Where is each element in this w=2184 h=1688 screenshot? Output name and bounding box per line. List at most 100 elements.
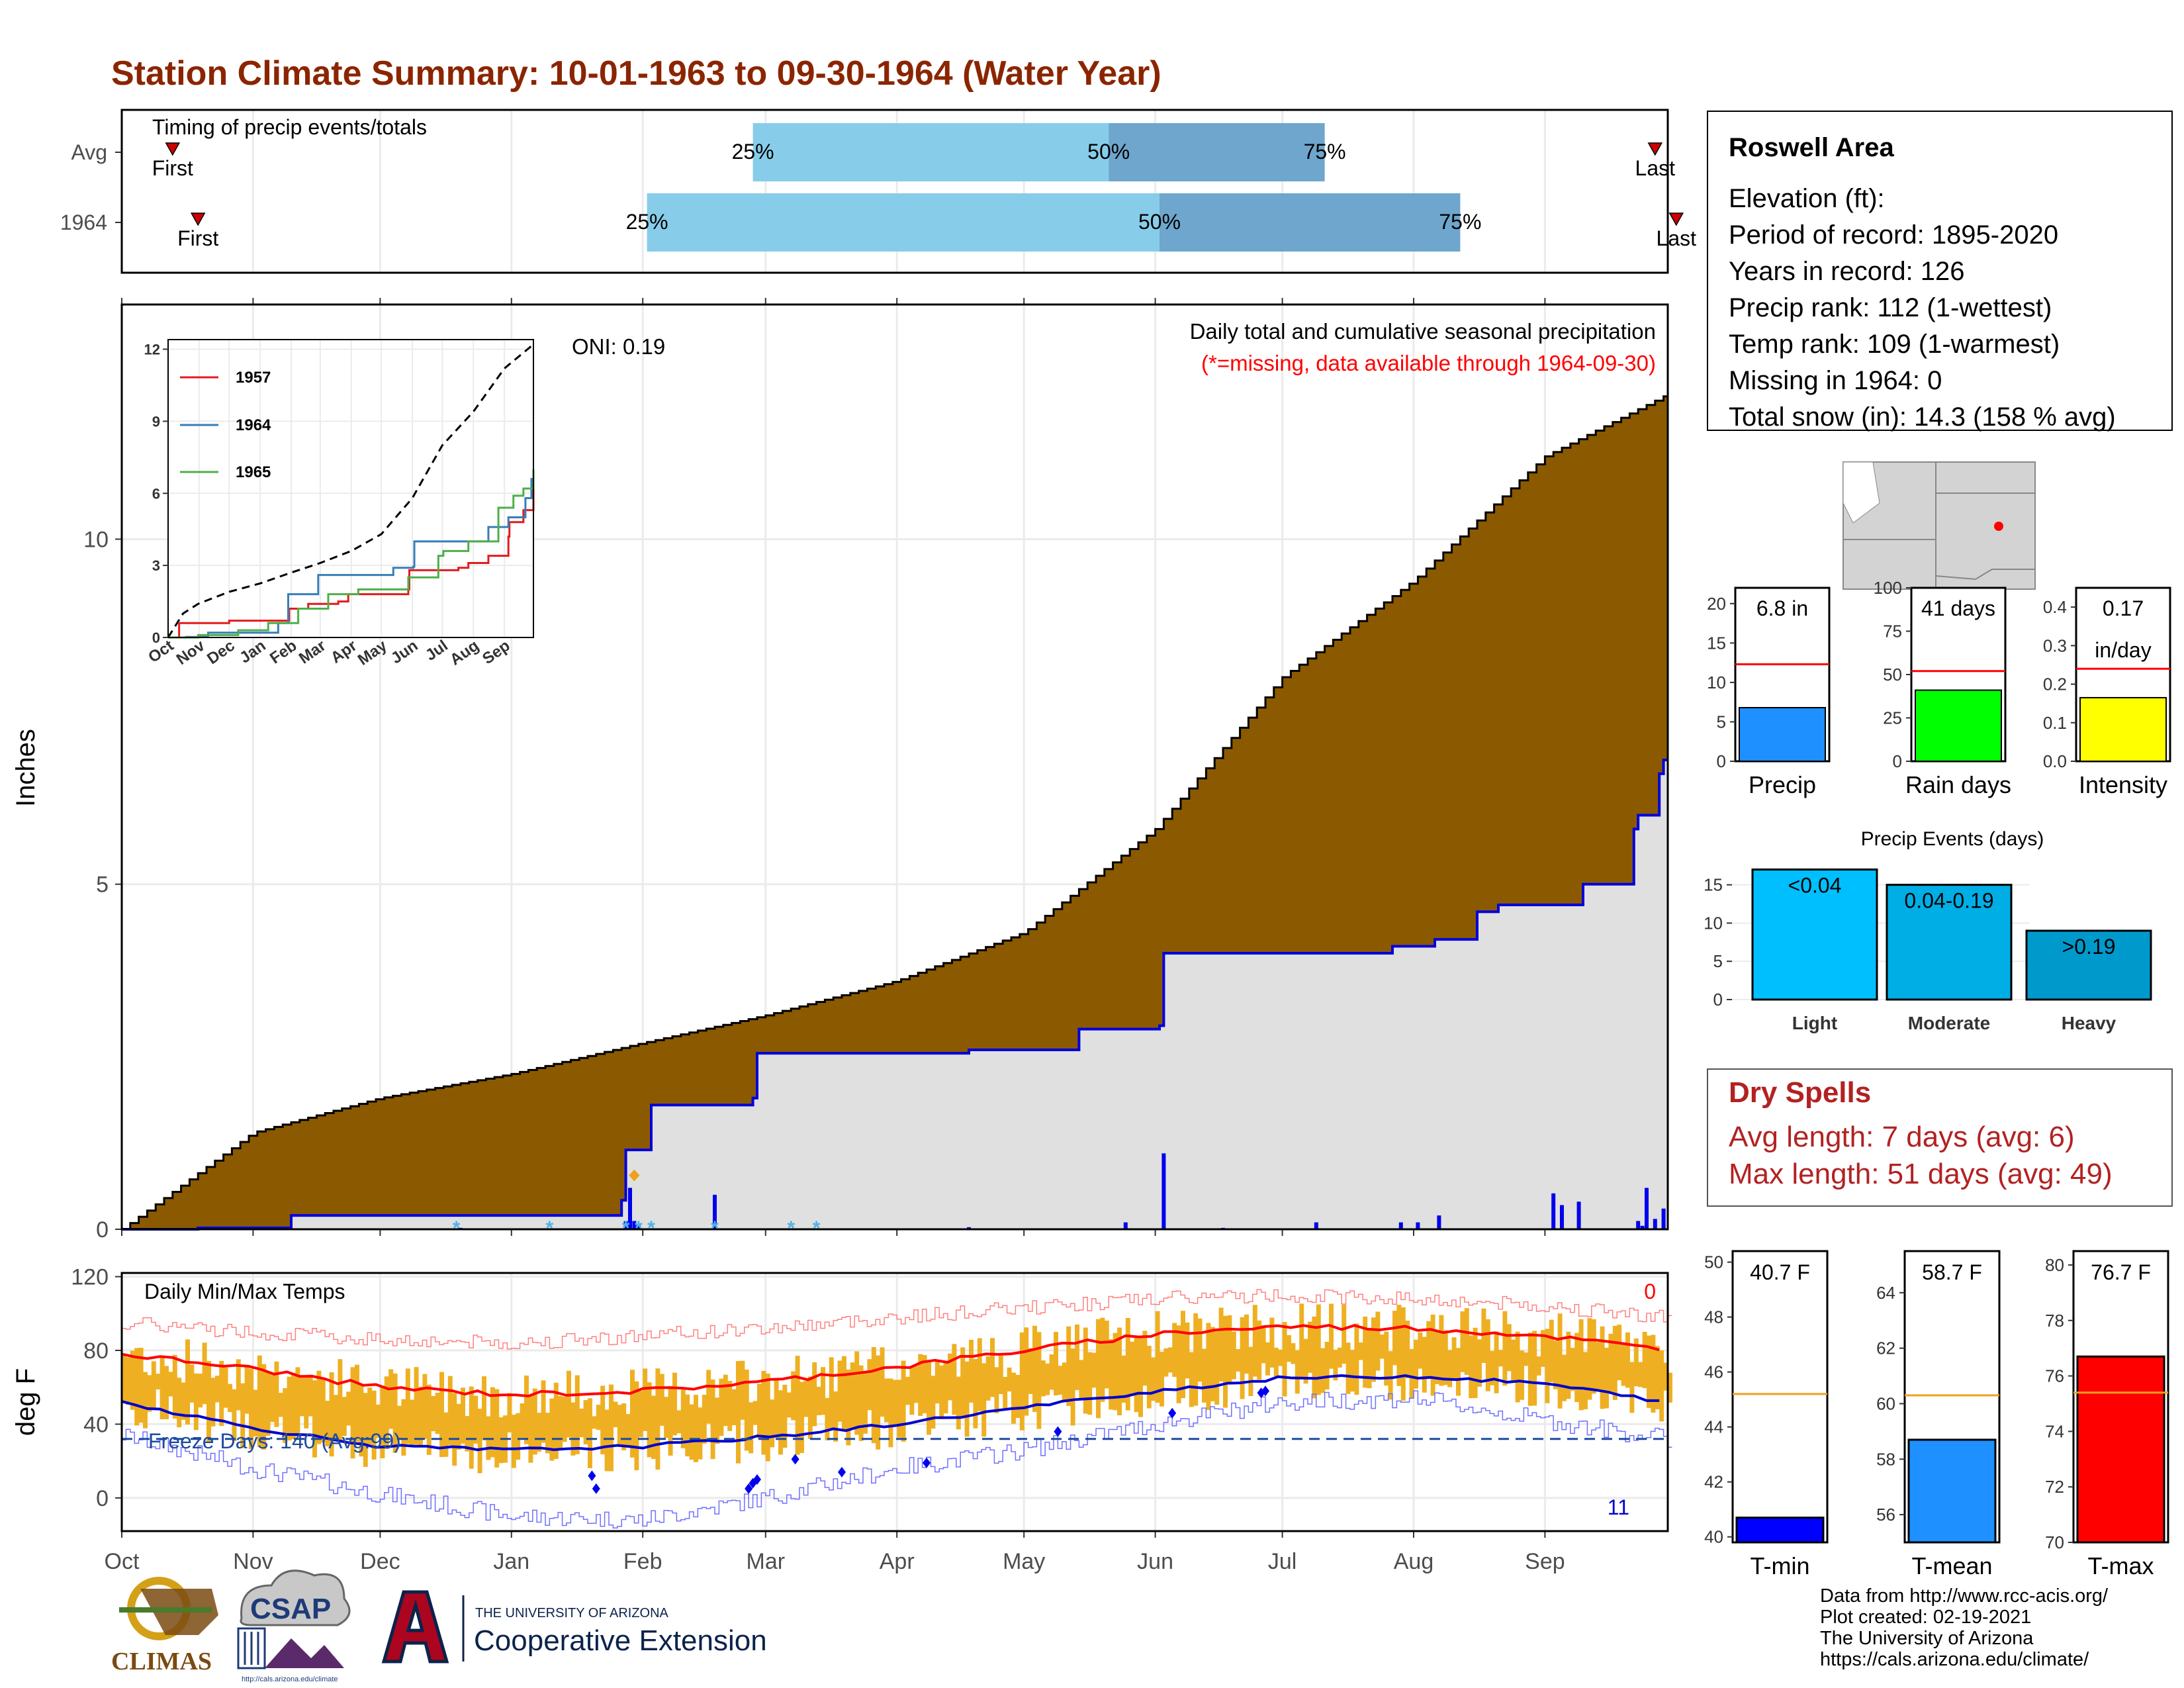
daily-temp-bar	[316, 1370, 322, 1444]
daily-temp-bar	[240, 1383, 246, 1448]
daily-temp-bar	[397, 1405, 402, 1439]
daily-temp-bar	[1011, 1372, 1016, 1424]
daily-temp-bar	[1269, 1317, 1275, 1368]
mini-y-tick: 10	[1707, 673, 1726, 692]
daily-temp-bar	[588, 1398, 592, 1468]
daily-temp-bar	[625, 1414, 631, 1446]
daily-precip-bar	[1653, 1219, 1657, 1229]
daily-temp-bar	[1257, 1320, 1262, 1380]
daily-temp-bar	[159, 1356, 165, 1420]
daily-temp-bar	[181, 1382, 186, 1420]
daily-temp-bar	[1506, 1324, 1512, 1372]
dry-spells-avg: Avg length: 7 days (avg: 6)	[1729, 1121, 2075, 1153]
daily-temp-bar	[1024, 1327, 1029, 1416]
daily-temp-bar	[795, 1356, 800, 1455]
daily-temp-bar	[1316, 1304, 1321, 1395]
daily-temp-bar	[134, 1348, 140, 1426]
daily-precip-bar	[1661, 1208, 1666, 1229]
daily-temp-bar	[1659, 1350, 1664, 1422]
daily-temp-bar	[1320, 1348, 1326, 1393]
temp-mini-y-tick: 76	[2045, 1366, 2064, 1386]
daily-temp-bar	[1379, 1335, 1385, 1359]
daily-temp-bar	[1345, 1342, 1351, 1394]
daily-temp-bar	[948, 1353, 952, 1401]
record-low-marker	[923, 1457, 931, 1468]
daily-temp-bar	[689, 1404, 694, 1460]
daily-temp-bar	[842, 1356, 846, 1432]
first-marker	[165, 142, 181, 156]
daily-temp-bar	[1236, 1349, 1241, 1372]
daily-temp-bar	[1163, 1348, 1169, 1377]
daily-temp-bar	[265, 1372, 271, 1436]
daily-temp-bar	[613, 1401, 618, 1428]
daily-temp-bar	[469, 1386, 474, 1469]
timing-bar-25-50	[647, 193, 1160, 252]
dry-spells-max: Max length: 51 days (avg: 49)	[1729, 1158, 2113, 1190]
daily-temp-bar	[782, 1384, 788, 1448]
daily-temp-bar	[655, 1368, 660, 1470]
daily-temp-bar	[338, 1359, 343, 1442]
footer-line: The University of Arizona	[1820, 1628, 2034, 1649]
mini-y-tick: 50	[1883, 665, 1902, 684]
daily-temp-bar	[977, 1338, 982, 1411]
daily-temp-bar	[1485, 1319, 1490, 1391]
daily-temp-bar	[710, 1379, 715, 1460]
daily-temp-bar	[1587, 1318, 1592, 1400]
daily-temp-bar	[1405, 1321, 1410, 1379]
daily-temp-bar	[1299, 1303, 1304, 1380]
daily-temp-bar	[334, 1395, 338, 1441]
daily-temp-bar	[816, 1386, 821, 1415]
daily-temp-bar	[821, 1367, 825, 1415]
daily-temp-bar	[752, 1401, 758, 1425]
temp-mini-value-label: 76.7 F	[2091, 1260, 2151, 1284]
temp-mini-panel	[1731, 1250, 1829, 1544]
csap-wordmark: CSAP	[250, 1593, 331, 1625]
daily-temp-bar	[680, 1389, 686, 1448]
daily-temp-bar	[998, 1355, 1003, 1395]
daily-temp-bar	[405, 1368, 410, 1444]
temp-mini-y-tick: 40	[1704, 1527, 1723, 1547]
daily-temp-bar	[562, 1396, 567, 1442]
daily-temp-bar	[1524, 1352, 1529, 1366]
daily-temp-bar	[1642, 1331, 1647, 1389]
daily-temp-bar	[1447, 1350, 1453, 1387]
daily-temp-bar	[1553, 1340, 1559, 1389]
footer-line: https://cals.arizona.edu/climate/	[1820, 1649, 2089, 1670]
daily-temp-bar	[198, 1374, 203, 1408]
daily-temp-bar	[1443, 1330, 1448, 1385]
percentile-label: 75%	[1304, 140, 1346, 164]
daily-temp-bar	[1040, 1360, 1046, 1397]
climas-wordmark: CLIMAS	[111, 1648, 212, 1675]
temp-mini-value-label: 58.7 F	[1922, 1260, 1982, 1284]
daily-temp-bar	[596, 1405, 601, 1430]
daily-precip-bar	[1398, 1222, 1403, 1229]
daily-temp-bar	[1566, 1331, 1571, 1399]
temp-mini-y-tick: 50	[1704, 1252, 1723, 1272]
daily-temp-bar	[952, 1344, 957, 1415]
daily-temp-bar	[854, 1351, 860, 1435]
inset-y-tick: 0	[152, 630, 160, 646]
daily-temp-bar	[807, 1376, 813, 1439]
daily-temp-bar	[261, 1364, 267, 1450]
event-x-label: Light	[1792, 1013, 1837, 1033]
ua-university-name: THE UNIVERSITY OF ARIZONA	[475, 1606, 669, 1620]
temp-border	[120, 1272, 1669, 1532]
daily-temp-bar	[1655, 1346, 1660, 1409]
daily-temp-bar	[414, 1367, 419, 1445]
daily-temp-bar	[1291, 1343, 1296, 1364]
daily-temp-bar	[1464, 1308, 1469, 1376]
daily-temp-bar	[791, 1371, 796, 1421]
daily-temp-bar	[731, 1389, 737, 1426]
event-bar	[1886, 884, 2013, 1001]
info-line: Temp rank: 109 (1-warmest)	[1729, 330, 2060, 359]
info-line: Elevation (ft):	[1729, 184, 1885, 213]
daily-temp-bar	[1388, 1351, 1393, 1400]
y-axis-title: deg F	[11, 1368, 40, 1436]
event-value-label: >0.19	[2062, 935, 2116, 959]
inset-y-tick: 3	[152, 557, 160, 574]
daily-temp-bar	[295, 1367, 300, 1436]
mini-bar	[2079, 696, 2167, 763]
events-y-tick: 5	[1713, 951, 1723, 971]
daily-temp-bar	[1668, 1372, 1672, 1403]
